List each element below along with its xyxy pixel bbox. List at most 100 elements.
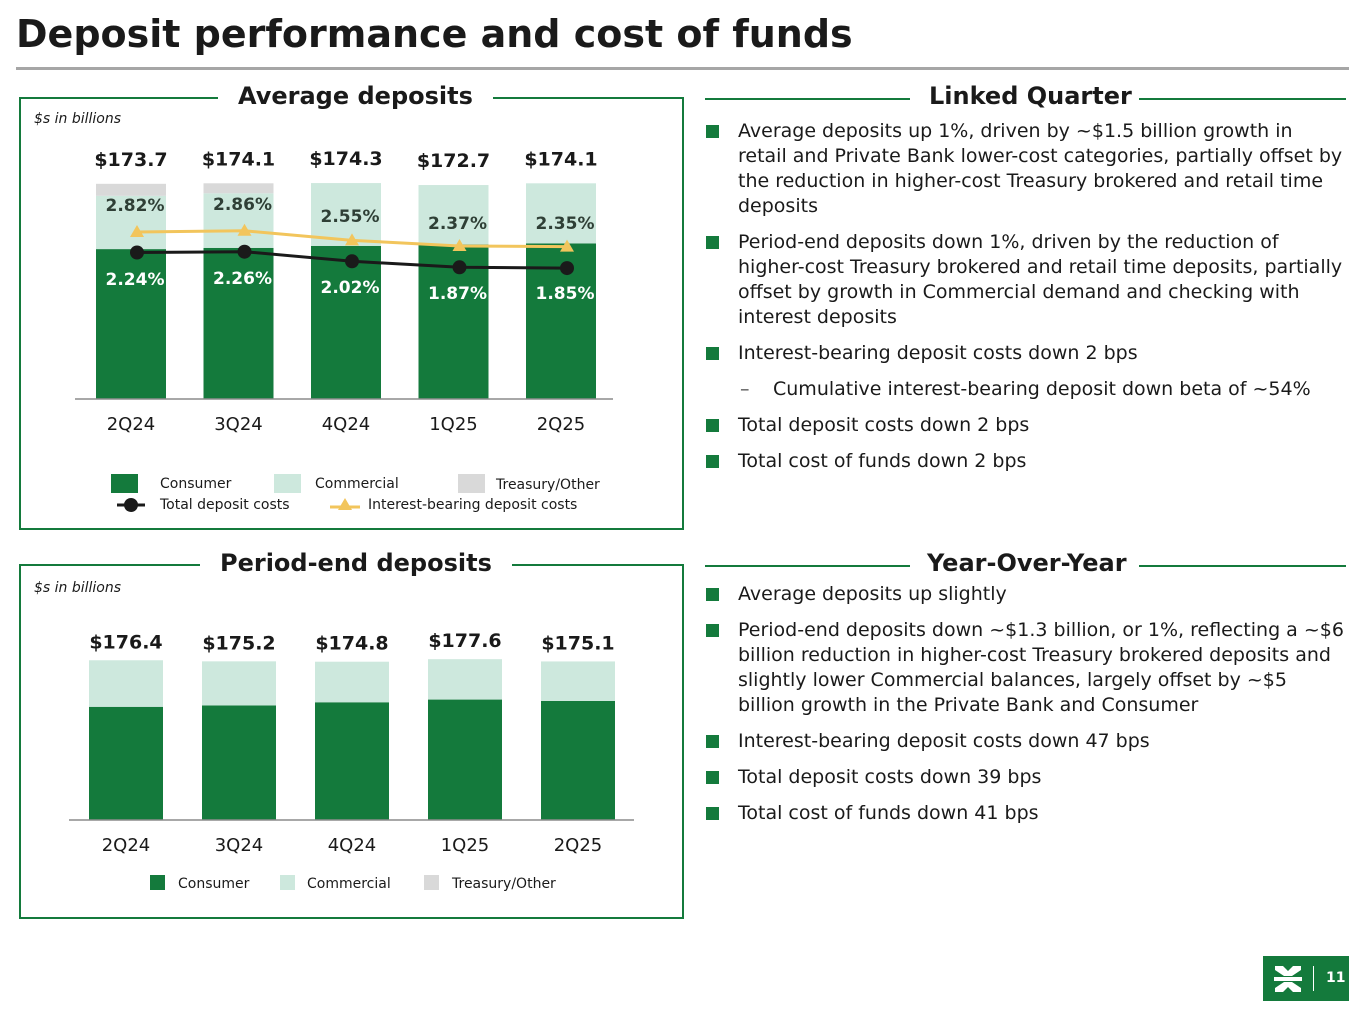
bullet-text: Cumulative interest-bearing deposit down… — [773, 378, 1311, 400]
point-interest-bearing-cost — [130, 225, 144, 237]
bar-consumer-2Q24 — [96, 249, 166, 399]
bullet-text: Total deposit costs down 39 bps — [738, 766, 1042, 788]
x-tick-label: 3Q24 — [215, 835, 264, 856]
point-total-deposit-cost — [130, 245, 144, 260]
ib-cost-data-label: 2.55% — [321, 207, 380, 227]
legend-label-ib-costs: Interest-bearing deposit costs — [368, 497, 577, 513]
bar-consumer-4Q24 — [311, 245, 381, 399]
x-tick-label: 1Q25 — [429, 414, 478, 435]
bar-total-label: $175.2 — [202, 632, 275, 654]
legend-label-total-costs: Total deposit costs — [159, 497, 290, 513]
list-item: Period-end deposits down 1%, driven by t… — [706, 230, 1346, 330]
bar-commercial-3Q24 — [203, 193, 274, 248]
list-item: Total deposit costs down 2 bps — [706, 413, 1346, 438]
period-end-deposits-units: $s in billions — [34, 580, 122, 596]
bullet-text: Total deposit costs down 2 bps — [738, 414, 1030, 436]
legend-swatch-consumer — [150, 875, 165, 890]
legend-label-consumer: Consumer — [160, 476, 232, 492]
average-deposits-title: Average deposits — [218, 82, 493, 110]
legend-label-commercial: Commercial — [307, 876, 391, 892]
point-interest-bearing-cost — [345, 233, 359, 246]
bar-total-label: $174.1 — [524, 148, 597, 170]
legend-label-treasury: Treasury/Other — [495, 477, 600, 493]
bullet-square — [706, 236, 719, 249]
point-total-deposit-cost — [452, 260, 467, 275]
bullet-text: Total cost of funds down 2 bps — [738, 450, 1027, 472]
total-cost-data-label: 1.85% — [536, 284, 595, 304]
point-interest-bearing-cost — [237, 223, 252, 236]
linked-quarter-rule-left — [705, 98, 910, 100]
legend-swatch-commercial — [280, 875, 295, 890]
list-item: Total cost of funds down 41 bps — [706, 801, 1346, 826]
sub-list-item: – Cumulative interest-bearing deposit dow… — [706, 377, 1346, 402]
point-interest-bearing-cost — [560, 239, 574, 252]
yoy-rule-right — [1139, 565, 1346, 567]
legend-label-commercial: Commercial — [315, 476, 399, 492]
point-total-deposit-cost — [560, 261, 574, 276]
x-tick-label: 2Q24 — [102, 835, 151, 856]
x-tick-label: 2Q25 — [554, 835, 603, 856]
total-cost-data-label: 1.87% — [428, 284, 487, 304]
legend-swatch-treasury — [424, 875, 439, 890]
list-item: Period-end deposits down ~$1.3 billion, … — [706, 618, 1346, 718]
bullet-square — [706, 419, 719, 432]
page-title: Deposit performance and cost of funds — [16, 12, 853, 56]
bullet-square — [706, 624, 719, 637]
period-end-deposits-chart: $176.4 2Q24 $175.2 3Q24 $174.8 4Q24 $177.6 1Q25… — [69, 630, 634, 892]
x-tick-label: 4Q24 — [328, 835, 377, 856]
bullet-square — [706, 807, 719, 820]
total-cost-data-label: 2.26% — [213, 269, 272, 289]
bar-total-label: $172.7 — [417, 150, 490, 172]
bullet-text: Period-end deposits down ~$1.3 billion, … — [738, 619, 1344, 716]
bar-consumer-2Q25 — [541, 700, 615, 820]
x-tick-label: 4Q24 — [322, 414, 371, 435]
bullet-square — [706, 771, 719, 784]
bar-consumer-3Q24 — [203, 247, 274, 399]
bar-commercial-2Q24 — [96, 195, 166, 250]
linked-quarter-heading: Linked Quarter — [929, 82, 1132, 110]
legend-label-treasury: Treasury/Other — [451, 876, 556, 892]
yoy-heading: Year-Over-Year — [927, 549, 1127, 577]
bullet-text: Average deposits up 1%, driven by ~$1.5 … — [738, 120, 1343, 217]
bar-commercial-2Q24 — [89, 660, 163, 707]
bar-treasury-2Q24 — [96, 183, 166, 196]
legend-marker-total-costs — [124, 498, 138, 512]
x-tick-label: 2Q25 — [537, 414, 586, 435]
legend-swatch-commercial — [274, 474, 301, 493]
bar-total-label: $174.3 — [309, 148, 382, 170]
bar-consumer-2Q24 — [89, 706, 163, 820]
bar-total-label: $176.4 — [89, 631, 162, 653]
legend-swatch-consumer — [111, 474, 138, 493]
total-cost-data-label: 2.24% — [106, 270, 165, 290]
linked-quarter-rule-right — [1139, 98, 1346, 100]
logo-separator — [1313, 966, 1314, 991]
bar-treasury-3Q24 — [203, 183, 274, 194]
x-tick-label: 1Q25 — [441, 835, 490, 856]
bar-commercial-2Q25 — [526, 183, 596, 244]
bar-total-label: $174.1 — [202, 148, 275, 170]
point-interest-bearing-cost — [452, 238, 467, 251]
bar-commercial-4Q24 — [315, 661, 389, 703]
ib-cost-data-label: 2.35% — [536, 214, 595, 234]
title-divider — [16, 67, 1349, 70]
bar-commercial-2Q25 — [541, 661, 615, 701]
bar-commercial-3Q24 — [202, 661, 276, 706]
legend-label-consumer: Consumer — [178, 876, 250, 892]
bar-total-label: $177.6 — [428, 630, 501, 652]
bar-consumer-4Q24 — [315, 702, 389, 820]
bar-commercial-1Q25 — [418, 185, 489, 245]
bar-consumer-3Q24 — [202, 705, 276, 820]
bullet-text: Average deposits up slightly — [738, 583, 1007, 605]
brand-logo-icon — [1274, 966, 1302, 992]
bullet-square — [706, 588, 719, 601]
bar-total-label: $174.8 — [315, 633, 388, 655]
point-total-deposit-cost — [345, 254, 359, 269]
bar-consumer-1Q25 — [428, 699, 502, 820]
brand-logo-badge: 11 — [1263, 956, 1349, 1001]
bullet-text: Interest-bearing deposit costs down 47 b… — [738, 730, 1150, 752]
bar-commercial-1Q25 — [428, 659, 502, 700]
page-number: 11 — [1326, 970, 1346, 986]
ib-cost-data-label: 2.37% — [428, 214, 487, 234]
list-item: Average deposits up slightly — [706, 582, 1346, 607]
x-tick-label: 3Q24 — [214, 414, 263, 435]
